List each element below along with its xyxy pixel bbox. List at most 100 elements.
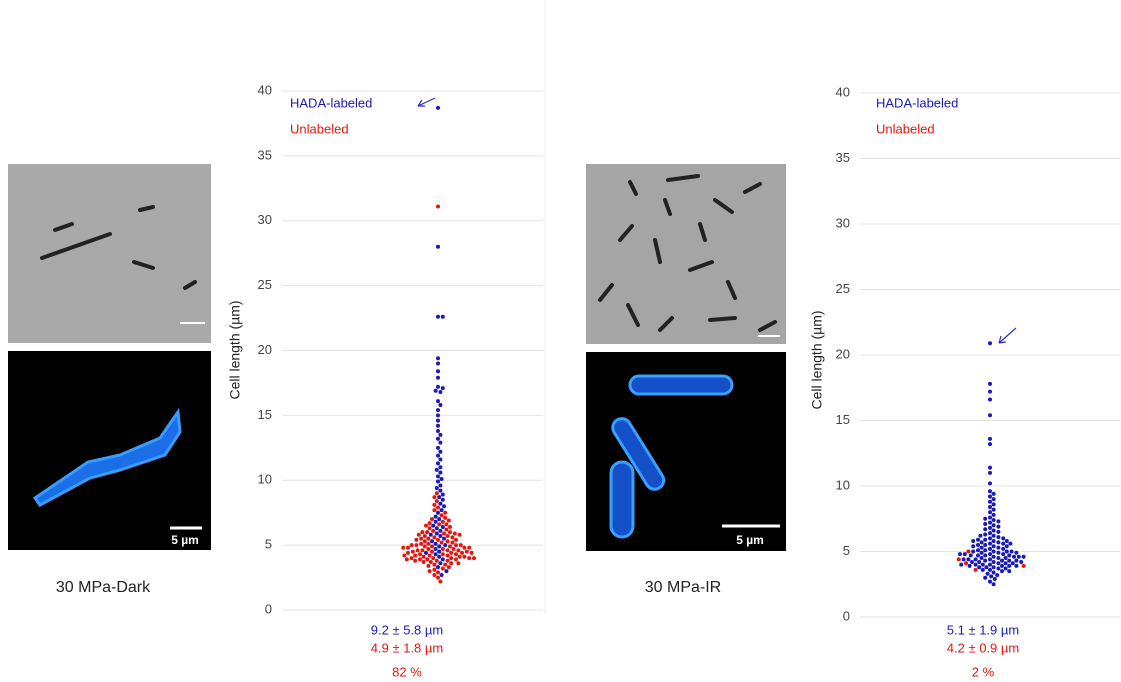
data-point xyxy=(977,559,982,564)
data-point xyxy=(996,535,1001,540)
data-point xyxy=(409,556,414,561)
data-point xyxy=(440,314,445,319)
data-point xyxy=(1004,539,1009,544)
data-point xyxy=(428,532,433,537)
data-point xyxy=(988,389,992,394)
summary-stat: 4.9 ± 1.8 µm xyxy=(371,640,443,655)
data-point xyxy=(983,553,988,558)
y-tick-label: 40 xyxy=(258,82,272,97)
data-point xyxy=(988,489,992,494)
legend-entry: HADA-labeled xyxy=(876,95,958,110)
data-point xyxy=(988,381,992,386)
data-point xyxy=(971,544,976,549)
data-point xyxy=(431,528,436,533)
data-point xyxy=(976,537,980,542)
data-point xyxy=(448,524,452,529)
data-point xyxy=(437,495,442,500)
data-point xyxy=(432,502,437,507)
data-point xyxy=(436,204,440,209)
data-point xyxy=(988,481,992,486)
data-point xyxy=(958,552,962,557)
data-point xyxy=(1003,566,1008,571)
micrographs-dark: 5 µm 30 MPa-Dark xyxy=(8,164,211,596)
data-point xyxy=(988,341,992,346)
data-point xyxy=(430,517,434,522)
data-point xyxy=(991,539,996,544)
data-point xyxy=(436,105,440,110)
data-point xyxy=(440,497,445,502)
data-point xyxy=(434,531,439,536)
data-point xyxy=(414,543,419,548)
data-point xyxy=(434,467,439,472)
data-point xyxy=(1000,563,1004,568)
y-tick-label: 35 xyxy=(836,150,850,165)
data-point xyxy=(976,548,980,553)
data-point xyxy=(409,543,414,548)
data-point xyxy=(457,554,462,559)
data-point xyxy=(437,549,442,554)
data-point xyxy=(1001,541,1006,546)
data-point xyxy=(976,542,980,547)
y-axis-label: Cell length (µm) xyxy=(809,310,825,409)
data-point xyxy=(419,541,424,546)
data-point xyxy=(1007,563,1012,568)
data-point xyxy=(446,518,451,523)
data-point xyxy=(445,558,450,563)
data-point xyxy=(966,557,971,562)
data-point xyxy=(452,531,457,536)
data-point xyxy=(996,529,1001,534)
data-point xyxy=(427,521,432,526)
data-point xyxy=(436,453,440,458)
data-point xyxy=(962,552,967,557)
data-point xyxy=(1012,554,1016,559)
data-point xyxy=(456,548,461,553)
data-point xyxy=(440,566,445,571)
data-point xyxy=(1014,563,1019,568)
scale-bar-label: 5 µm xyxy=(736,533,764,547)
data-point xyxy=(413,553,418,558)
data-point xyxy=(457,532,462,537)
data-point xyxy=(988,413,992,418)
data-point xyxy=(436,361,440,366)
data-point xyxy=(439,540,444,545)
data-point xyxy=(460,550,464,555)
data-point xyxy=(469,550,474,555)
data-point xyxy=(416,532,421,537)
summary-stat: 4.2 ± 0.9 µm xyxy=(947,640,1019,655)
y-tick-label: 25 xyxy=(258,277,272,292)
data-point xyxy=(995,573,1000,578)
y-tick-label: 15 xyxy=(836,412,850,427)
data-point xyxy=(991,565,996,570)
data-point xyxy=(436,461,440,466)
data-point xyxy=(436,510,440,515)
data-point xyxy=(446,565,451,570)
data-point xyxy=(1010,561,1015,566)
data-point xyxy=(425,530,430,535)
phase-image xyxy=(586,164,786,344)
data-point xyxy=(438,534,443,539)
data-point xyxy=(430,544,434,549)
data-point xyxy=(430,549,434,554)
data-point xyxy=(996,545,1001,550)
data-point xyxy=(1014,558,1019,563)
data-point xyxy=(449,550,454,555)
data-point xyxy=(444,522,449,527)
y-tick-label: 40 xyxy=(836,84,850,99)
data-point xyxy=(988,552,992,557)
data-point xyxy=(996,550,1001,555)
data-point xyxy=(436,505,440,510)
data-point xyxy=(989,574,994,579)
y-axis-label: Cell length (µm) xyxy=(227,300,243,399)
data-point xyxy=(991,491,996,496)
data-point xyxy=(443,543,448,548)
data-point xyxy=(434,558,439,563)
data-point xyxy=(991,533,996,538)
data-point xyxy=(436,445,440,450)
data-point xyxy=(422,544,427,549)
data-point xyxy=(436,479,440,484)
data-point xyxy=(988,510,992,515)
data-point xyxy=(991,497,996,502)
data-point xyxy=(1001,552,1006,557)
data-point xyxy=(980,567,985,572)
data-point xyxy=(1003,561,1008,566)
